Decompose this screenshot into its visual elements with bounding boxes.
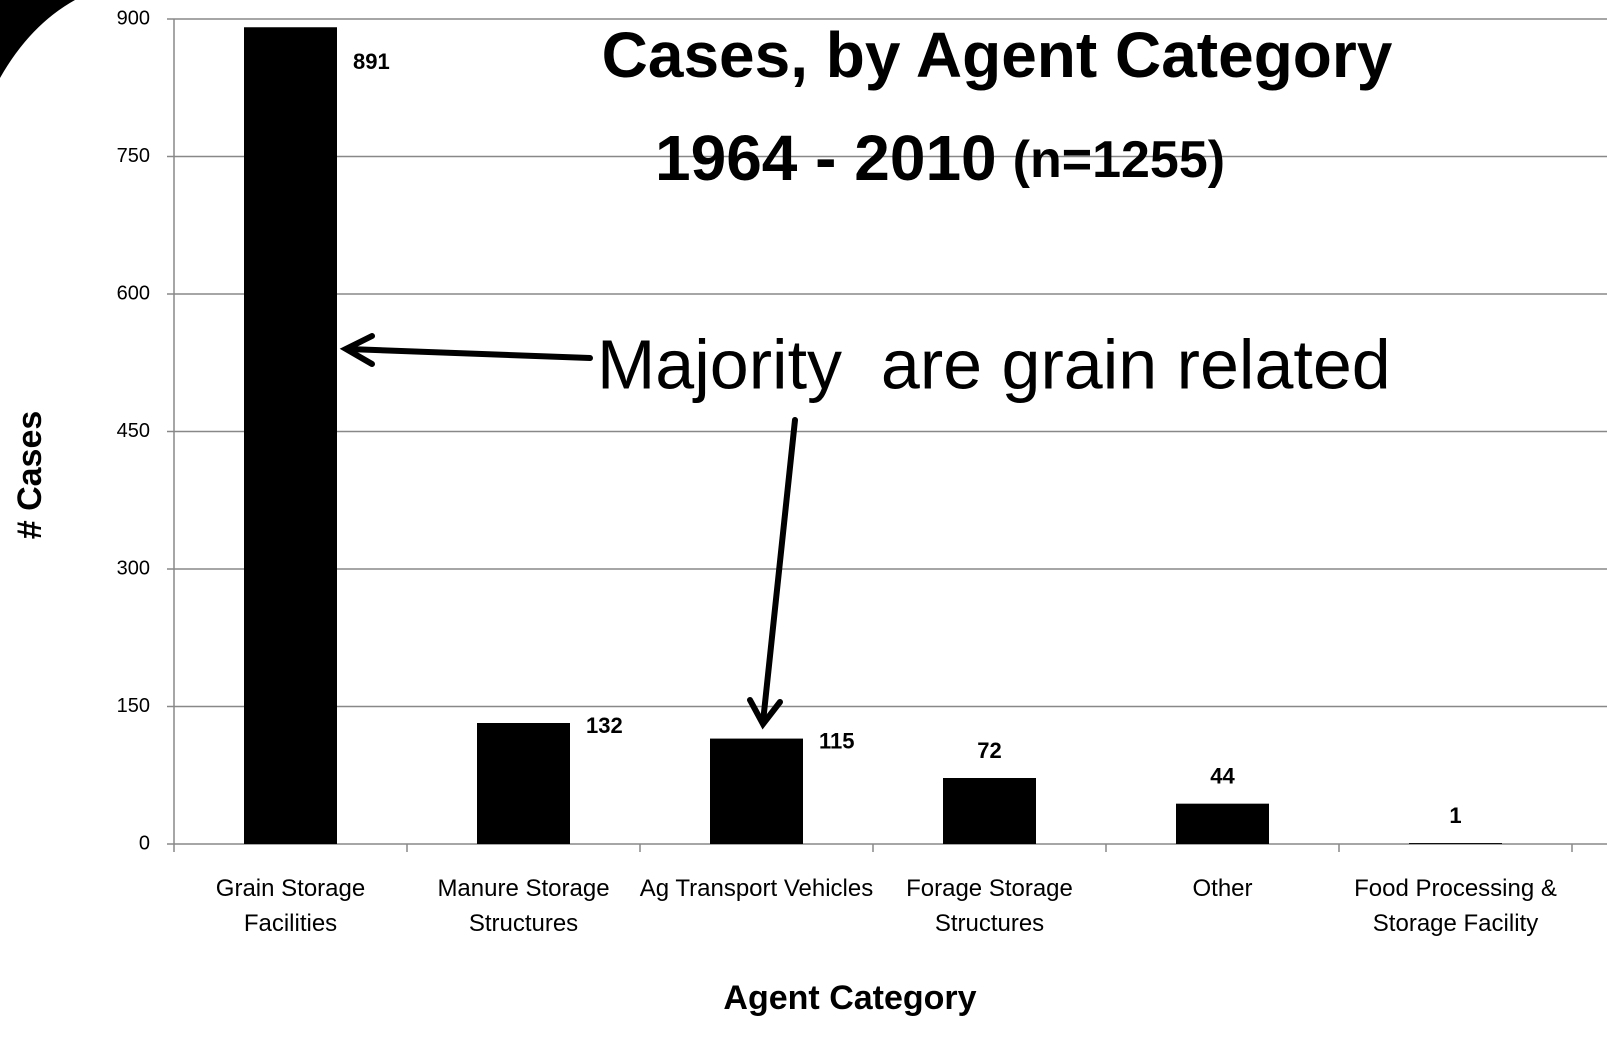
y-tick-label: 150 <box>117 695 150 717</box>
value-label: 44 <box>1210 763 1235 788</box>
y-tick-label: 900 <box>117 7 150 29</box>
x-tick-label-box: Forage Storage Structures <box>906 875 1073 937</box>
x-axis-label: Agent Category <box>723 979 976 1017</box>
annotation-arrows <box>339 333 798 730</box>
x-tick-label: Grain Storage Facilities <box>215 875 366 937</box>
grid <box>167 18 1607 852</box>
bars <box>244 27 1502 844</box>
x-tick-label-box: Ag Transport Vehicles <box>639 875 874 902</box>
annotation: Majority are grain related <box>597 325 1391 403</box>
arrowhead <box>339 333 375 367</box>
subtitle-count: (n=1255) <box>1013 131 1225 189</box>
x-tick-label: Forage Storage Structures <box>906 875 1073 937</box>
y-axis-label: # Cases <box>11 411 49 540</box>
bar <box>710 738 803 844</box>
y-tick-label: 450 <box>117 420 150 442</box>
arrow <box>345 346 593 361</box>
chart-subtitle: 1964 - 2010 (n=1255) <box>655 122 1225 194</box>
bar <box>244 27 337 844</box>
x-tick-label: Manure Storage Structures <box>437 875 610 937</box>
y-tick-label: 300 <box>117 557 150 579</box>
value-label: 891 <box>353 49 390 74</box>
x-tick-label: Ag Transport Vehicles <box>639 875 874 902</box>
value-label: 1 <box>1449 803 1461 828</box>
bar <box>1176 803 1269 844</box>
chart-title: Cases, by Agent Category <box>602 19 1393 91</box>
bar <box>943 778 1036 844</box>
y-tick-label: 0 <box>139 832 150 854</box>
value-label: 132 <box>586 713 623 738</box>
x-tick-label-box: Food Processing & Storage Facility <box>1354 875 1557 937</box>
arrowhead <box>747 697 783 730</box>
y-tick-label: 600 <box>117 282 150 304</box>
corner-decoration <box>0 0 75 78</box>
bar <box>477 723 570 844</box>
value-label: 115 <box>819 728 855 753</box>
x-tick-label-box: Other <box>1192 875 1253 902</box>
x-tick-label-box: Manure Storage Structures <box>437 875 610 937</box>
subtitle-years: 1964 - 2010 <box>655 122 997 194</box>
arrow <box>760 417 798 725</box>
x-tick-label-box: Grain Storage Facilities <box>215 875 366 937</box>
x-tick-label: Other <box>1192 875 1253 902</box>
bar <box>1409 843 1502 844</box>
value-label: 72 <box>977 738 1001 763</box>
y-tick-label: 750 <box>117 145 150 167</box>
x-tick-label: Food Processing & Storage Facility <box>1354 875 1557 937</box>
